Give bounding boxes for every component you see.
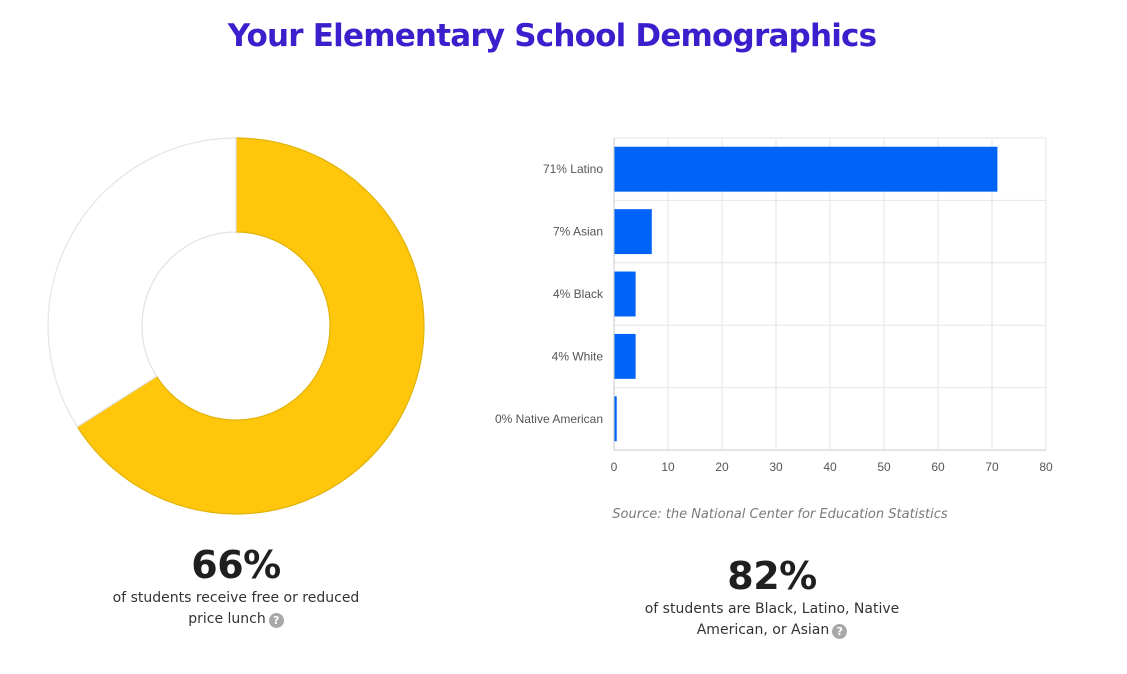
minority-stat-caption: of students are Black, Latino, Native Am…: [630, 599, 914, 641]
lunch-stat-value: 66%: [191, 543, 281, 587]
x-tick-label: 20: [715, 460, 729, 474]
bar-2: [614, 271, 636, 317]
bar-0: [614, 146, 998, 192]
ethnicity-bar-chart: 0 10 20 30 40 50 60 70 80 71% Latino 7% Asian 4% Bl…: [495, 137, 1053, 474]
category-label: 0% Native American: [495, 412, 603, 426]
x-tick-label: 50: [877, 460, 891, 474]
bar-4: [614, 396, 617, 442]
x-tick-label: 40: [823, 460, 837, 474]
bar-3: [614, 333, 636, 379]
lunch-donut-chart: [47, 137, 425, 515]
x-tick-label: 10: [661, 460, 675, 474]
x-tick-label: 30: [769, 460, 783, 474]
minority-stat-value: 82%: [727, 554, 817, 598]
lunch-stat: 66% of students receive free or reduced …: [100, 542, 372, 630]
minority-stat: 82% of students are Black, Latino, Nativ…: [630, 553, 914, 641]
category-label: 4% Black: [553, 287, 604, 301]
donut-slice-1: [47, 137, 237, 428]
x-tick-label: 70: [985, 460, 999, 474]
question-circle-icon[interactable]: ?: [268, 613, 284, 628]
question-circle-icon[interactable]: ?: [832, 624, 848, 639]
minority-stat-caption-text: of students are Black, Latino, Native Am…: [644, 601, 900, 638]
category-label: 71% Latino: [543, 162, 603, 176]
category-label: 7% Asian: [553, 225, 603, 239]
source-note: Source: the National Center for Educatio…: [612, 507, 948, 522]
bar-1: [614, 209, 652, 255]
category-label: 4% White: [552, 349, 604, 363]
x-tick-label: 60: [931, 460, 945, 474]
page-title: Your Elementary School Demographics: [227, 18, 877, 54]
lunch-stat-caption-text: of students receive free or reduced pric…: [112, 590, 360, 627]
donut-slice-0: [76, 137, 425, 515]
x-tick-label: 0: [611, 460, 618, 474]
lunch-stat-caption: of students receive free or reduced pric…: [100, 588, 372, 630]
x-tick-label: 80: [1039, 460, 1053, 474]
